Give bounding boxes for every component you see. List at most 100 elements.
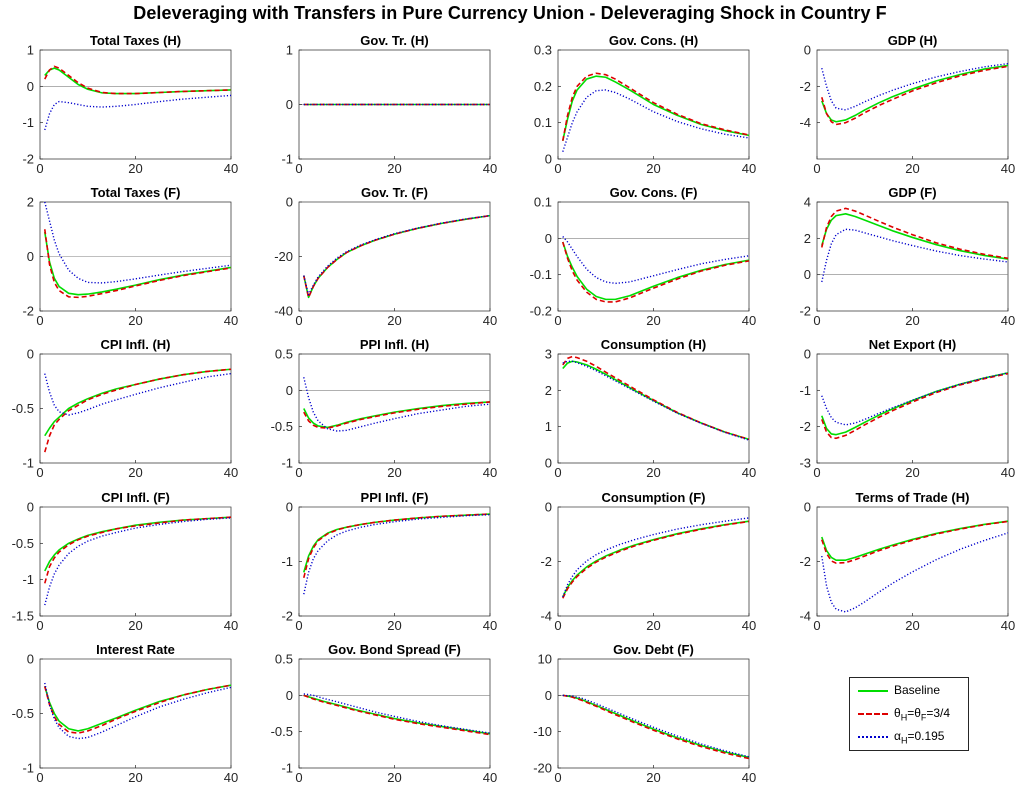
panel-6: Gov. Cons. (F) -0.2 -0.1 0 0.1 0 20 40 <box>530 185 757 328</box>
x-tick-label: 20 <box>905 313 919 328</box>
y-tick-label: -1 <box>281 152 293 167</box>
y-tick-label: -3 <box>799 456 811 471</box>
legend-label-theta: θH=θF=3/4 <box>894 706 950 722</box>
y-tick-label: -2 <box>540 554 552 569</box>
y-tick-label: -4 <box>799 609 811 624</box>
y-tick-label: -1 <box>281 554 293 569</box>
series-line-alpha <box>44 201 232 284</box>
x-tick-label: 0 <box>813 465 820 480</box>
y-tick-label: -1 <box>22 456 34 471</box>
y-tick-label: -10 <box>533 724 552 739</box>
panel-title: Gov. Bond Spread (F) <box>328 642 461 657</box>
x-tick-label: 40 <box>483 161 497 176</box>
series-line-theta <box>303 401 491 429</box>
y-tick-label: -2 <box>799 79 811 94</box>
y-tick-label: 0 <box>804 43 811 58</box>
x-tick-label: 40 <box>483 465 497 480</box>
series-line-baseline <box>821 213 1009 260</box>
y-tick-label: -0.5 <box>271 419 293 434</box>
x-tick-label: 0 <box>554 770 561 785</box>
legend-swatch-baseline <box>858 690 888 692</box>
y-tick-label: -1 <box>281 761 293 776</box>
panel-title: PPI Infl. (F) <box>361 490 429 505</box>
x-tick-label: 20 <box>905 465 919 480</box>
series-line-baseline <box>821 372 1009 436</box>
legend-swatch-theta <box>858 713 888 715</box>
x-tick-label: 40 <box>742 770 756 785</box>
y-tick-label: 1 <box>545 419 552 434</box>
y-tick-label: 0 <box>286 97 293 112</box>
y-tick-label: 0 <box>286 688 293 703</box>
series-line-theta <box>561 72 750 141</box>
x-tick-label: 0 <box>295 161 302 176</box>
legend-alpha-sub-h: H <box>900 735 908 746</box>
legend-label-alpha: αH=0.195 <box>894 729 944 745</box>
panel-frame <box>39 658 232 769</box>
x-tick-label: 40 <box>1001 618 1015 633</box>
y-tick-label: 0 <box>27 652 34 667</box>
x-tick-label: 40 <box>224 770 238 785</box>
panel-15: Terms of Trade (H) -4 -2 0 0 20 40 <box>799 490 1015 633</box>
y-tick-label: -0.5 <box>271 724 293 739</box>
y-tick-label: -40 <box>274 304 293 319</box>
x-tick-label: 20 <box>905 618 919 633</box>
panel-frame <box>557 353 750 464</box>
y-tick-label: 0 <box>804 347 811 362</box>
x-tick-label: 40 <box>224 618 238 633</box>
x-tick-label: 20 <box>387 465 401 480</box>
y-tick-label: 1 <box>27 43 34 58</box>
panel-5: Gov. Tr. (F) -40 -20 0 0 20 40 <box>274 185 497 328</box>
series-line-alpha <box>303 693 491 734</box>
legend-theta-suffix: =3/4 <box>926 706 951 720</box>
x-tick-label: 40 <box>742 465 756 480</box>
x-tick-label: 20 <box>387 161 401 176</box>
x-tick-label: 0 <box>813 618 820 633</box>
x-tick-label: 20 <box>646 161 660 176</box>
x-tick-label: 0 <box>36 618 43 633</box>
panel-title: Terms of Trade (H) <box>856 490 970 505</box>
y-tick-label: -1 <box>281 456 293 471</box>
panel-title: CPI Infl. (F) <box>101 490 170 505</box>
series-line-alpha <box>821 372 1009 426</box>
series-line-theta <box>562 694 750 760</box>
x-tick-label: 0 <box>36 770 43 785</box>
panel-frame <box>298 506 491 617</box>
y-tick-label: 0.1 <box>534 195 552 210</box>
panel-frame <box>557 506 750 617</box>
series-line-theta <box>821 520 1009 564</box>
series-line-theta <box>562 241 750 303</box>
x-tick-label: 0 <box>36 465 43 480</box>
x-tick-label: 40 <box>742 161 756 176</box>
x-tick-label: 40 <box>1001 161 1015 176</box>
series-line-alpha <box>562 694 750 758</box>
panel-title: Total Taxes (H) <box>90 33 181 48</box>
legend-item-theta: θH=θF=3/4 <box>850 705 968 723</box>
panel-13: PPI Infl. (F) -2 -1 0 0 20 40 <box>281 490 497 633</box>
legend-label-baseline: Baseline <box>894 683 941 697</box>
x-tick-label: 40 <box>742 618 756 633</box>
x-tick-label: 20 <box>905 161 919 176</box>
y-tick-label: -2 <box>281 609 293 624</box>
x-tick-label: 20 <box>128 161 142 176</box>
panel-title: Gov. Tr. (F) <box>361 185 428 200</box>
x-tick-label: 20 <box>128 618 142 633</box>
y-tick-label: -0.1 <box>530 267 552 282</box>
panel-title: Gov. Tr. (H) <box>360 33 428 48</box>
series-line-theta <box>43 684 232 734</box>
panel-18: Gov. Debt (F) -20 -10 0 10 0 20 40 <box>533 642 756 785</box>
x-tick-label: 20 <box>387 618 401 633</box>
series-line-baseline <box>821 64 1009 123</box>
y-tick-label: -2 <box>22 152 34 167</box>
x-tick-label: 20 <box>646 313 660 328</box>
y-tick-label: -1 <box>22 115 34 130</box>
panel-title: Net Export (H) <box>869 337 956 352</box>
y-tick-label: 1 <box>286 43 293 58</box>
y-tick-label: -2 <box>799 419 811 434</box>
series-line-theta <box>820 207 1009 260</box>
series-line-theta <box>302 214 491 299</box>
y-tick-label: 0 <box>545 456 552 471</box>
x-tick-label: 0 <box>36 161 43 176</box>
x-tick-label: 0 <box>813 161 820 176</box>
